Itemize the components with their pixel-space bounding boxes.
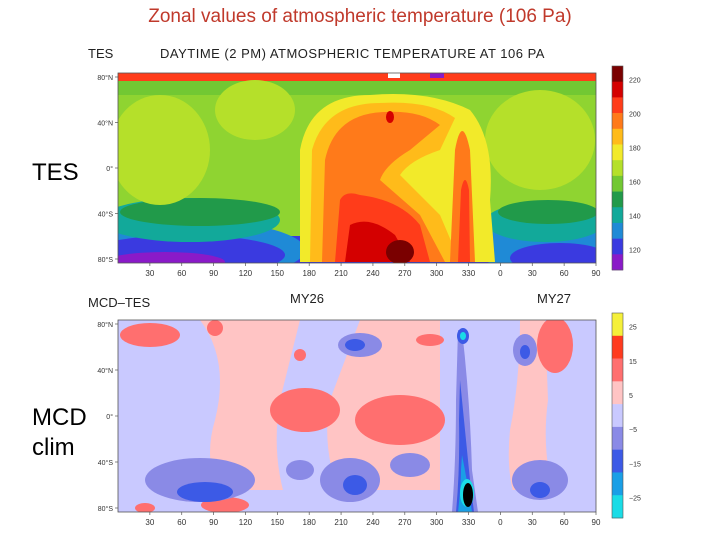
colorbar-swatch [612, 449, 623, 473]
colorbar-swatch [612, 160, 623, 177]
colorbar-frame [611, 312, 624, 519]
top-heatmap-field [118, 73, 596, 263]
colorbar-frame [611, 65, 624, 271]
colorbar-swatch [612, 144, 623, 161]
colorbar-swatch [612, 207, 623, 224]
bottom-colorbar: 25 15 5 −5 −15 −25 [611, 312, 641, 519]
colorbar-swatch [612, 495, 623, 519]
y-tick-label: 40°N [97, 367, 113, 375]
x-tick-label: 0 [498, 518, 503, 527]
y-tick-label: 80°S [98, 505, 114, 513]
bottom-y-ticks: 80°N 40°N 0° 40°S 80°S [97, 321, 118, 513]
colorbar-swatch [612, 426, 623, 450]
x-tick-label: 30 [145, 269, 154, 278]
colorbar-swatch [612, 191, 623, 208]
colorbar-tick-label: −25 [629, 496, 641, 503]
colorbar-swatch [612, 335, 623, 359]
x-tick-label: 180 [303, 518, 317, 527]
x-tick-label: 60 [177, 269, 186, 278]
colorbar-tick-label: 15 [629, 359, 637, 366]
side-label-tes: TES [32, 159, 79, 186]
top-panel-title: DAYTIME (2 PM) ATMOSPHERIC TEMPERATURE A… [160, 46, 545, 61]
x-tick-label: 240 [366, 518, 380, 527]
y-tick-label: 80°N [97, 321, 113, 329]
colorbar-tick-label: 25 [629, 325, 637, 332]
colorbar-swatch [612, 175, 623, 192]
y-tick-label: 40°S [98, 459, 114, 467]
y-tick-label: 80°N [97, 74, 113, 82]
colorbar-swatch [612, 254, 623, 271]
bottom-panel-tag: MCD–TES [88, 295, 150, 310]
y-tick-label: 40°N [97, 120, 113, 128]
x-tick-label: 120 [239, 518, 253, 527]
y-tick-label: 40°S [98, 211, 114, 219]
colorbar-tick-label: 200 [629, 112, 641, 119]
colorbar-swatch [612, 358, 623, 382]
bottom-panel: MCD–TES MY26 MY27 [88, 291, 641, 527]
year-label-my27: MY27 [537, 291, 571, 306]
colorbar-swatch [612, 472, 623, 496]
y-tick-label: 0° [106, 413, 113, 421]
x-tick-label: 150 [271, 518, 285, 527]
colorbar-tick-label: 180 [629, 146, 641, 153]
top-y-ticks: 80°N 40°N 0° 40°S 80°S [97, 74, 118, 264]
x-tick-label: 300 [430, 269, 444, 278]
x-tick-label: 210 [334, 518, 348, 527]
x-tick-label: 210 [334, 269, 348, 278]
x-tick-label: 60 [560, 518, 569, 527]
year-label-my26: MY26 [290, 291, 324, 306]
colorbar-swatch [612, 97, 623, 114]
x-tick-label: 240 [366, 269, 380, 278]
x-tick-label: 270 [398, 518, 412, 527]
colorbar-tick-label: 140 [629, 214, 641, 221]
x-tick-label: 0 [498, 269, 503, 278]
x-tick-label: 90 [209, 269, 218, 278]
x-tick-label: 180 [303, 269, 317, 278]
top-x-ticks: 30 60 90 120 150 180 210 240 270 300 330 0 30 60 90 [145, 263, 601, 278]
x-tick-label: 300 [430, 518, 444, 527]
bottom-heatmap-field [118, 320, 596, 512]
slide-title: Zonal values of atmospheric temperature … [148, 6, 572, 27]
x-tick-label: 30 [145, 518, 154, 527]
colorbar-tick-label: −5 [629, 427, 637, 434]
colorbar-swatch [612, 381, 623, 405]
colorbar-tick-label: 120 [629, 248, 641, 255]
top-colorbar: 220 200 180 160 140 120 [611, 65, 641, 271]
x-tick-label: 120 [239, 269, 253, 278]
top-panel-tag: TES [88, 46, 114, 61]
side-label-mcd-line1: MCD [32, 404, 87, 431]
colorbar-swatch [612, 222, 623, 239]
colorbar-tick-label: 220 [629, 78, 641, 85]
colorbar-swatch [612, 66, 623, 82]
colorbar-swatch [612, 128, 623, 145]
side-label-mcd-line2: clim [32, 434, 75, 461]
colorbar-swatch [612, 313, 623, 337]
x-tick-label: 90 [209, 518, 218, 527]
x-tick-label: 90 [592, 269, 601, 278]
colorbar-tick-label: 160 [629, 180, 641, 187]
x-tick-label: 30 [528, 518, 537, 527]
side-label-mcd: MCD clim [32, 403, 87, 463]
colorbar-swatch [612, 113, 623, 130]
colorbar-swatch [612, 81, 623, 98]
x-tick-label: 30 [528, 269, 537, 278]
colorbar-tick-label: −15 [629, 461, 641, 468]
x-tick-label: 150 [271, 269, 285, 278]
x-tick-label: 60 [177, 518, 186, 527]
bottom-x-ticks: 30 60 90 120 150 180 210 240 270 300 330 0 30 60 90 [145, 512, 601, 527]
x-tick-label: 60 [560, 269, 569, 278]
x-tick-label: 270 [398, 269, 412, 278]
y-tick-label: 80°S [98, 256, 114, 264]
x-tick-label: 330 [462, 518, 476, 527]
top-panel: TES DAYTIME (2 PM) ATMOSPHERIC TEMPERATU… [88, 46, 641, 278]
x-tick-label: 90 [592, 518, 601, 527]
colorbar-swatch [612, 238, 623, 255]
colorbar-swatch [612, 404, 623, 428]
y-tick-label: 0° [106, 165, 113, 173]
colorbar-tick-label: 5 [629, 393, 633, 400]
x-tick-label: 330 [462, 269, 476, 278]
